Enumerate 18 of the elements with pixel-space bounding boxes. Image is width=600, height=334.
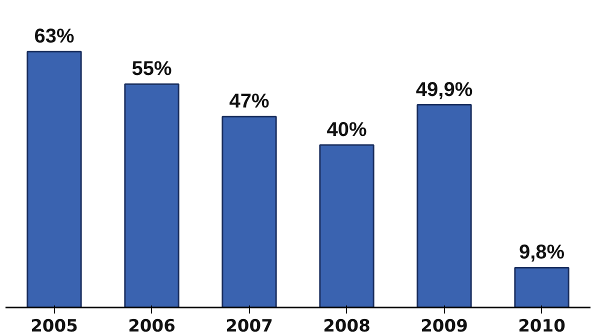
data-label: 47% (229, 90, 270, 113)
bar (514, 266, 570, 308)
x-tick-label: 2009 (420, 316, 468, 334)
data-label: 63% (34, 26, 74, 48)
data-label: 55% (132, 58, 172, 80)
x-tick-label: 2006 (128, 316, 176, 334)
data-label: 9,8% (518, 242, 565, 264)
bar (416, 104, 472, 308)
x-tick-label: 2005 (30, 316, 78, 334)
bar (124, 83, 180, 308)
bar (26, 50, 82, 308)
bar (222, 116, 277, 308)
x-tick-label: 2010 (518, 316, 566, 334)
data-label: 40% (326, 119, 367, 142)
x-tick-label: 2008 (323, 316, 370, 334)
data-label: 49,9% (416, 78, 473, 101)
x-tick-label: 2007 (226, 316, 273, 334)
bar (319, 144, 374, 308)
